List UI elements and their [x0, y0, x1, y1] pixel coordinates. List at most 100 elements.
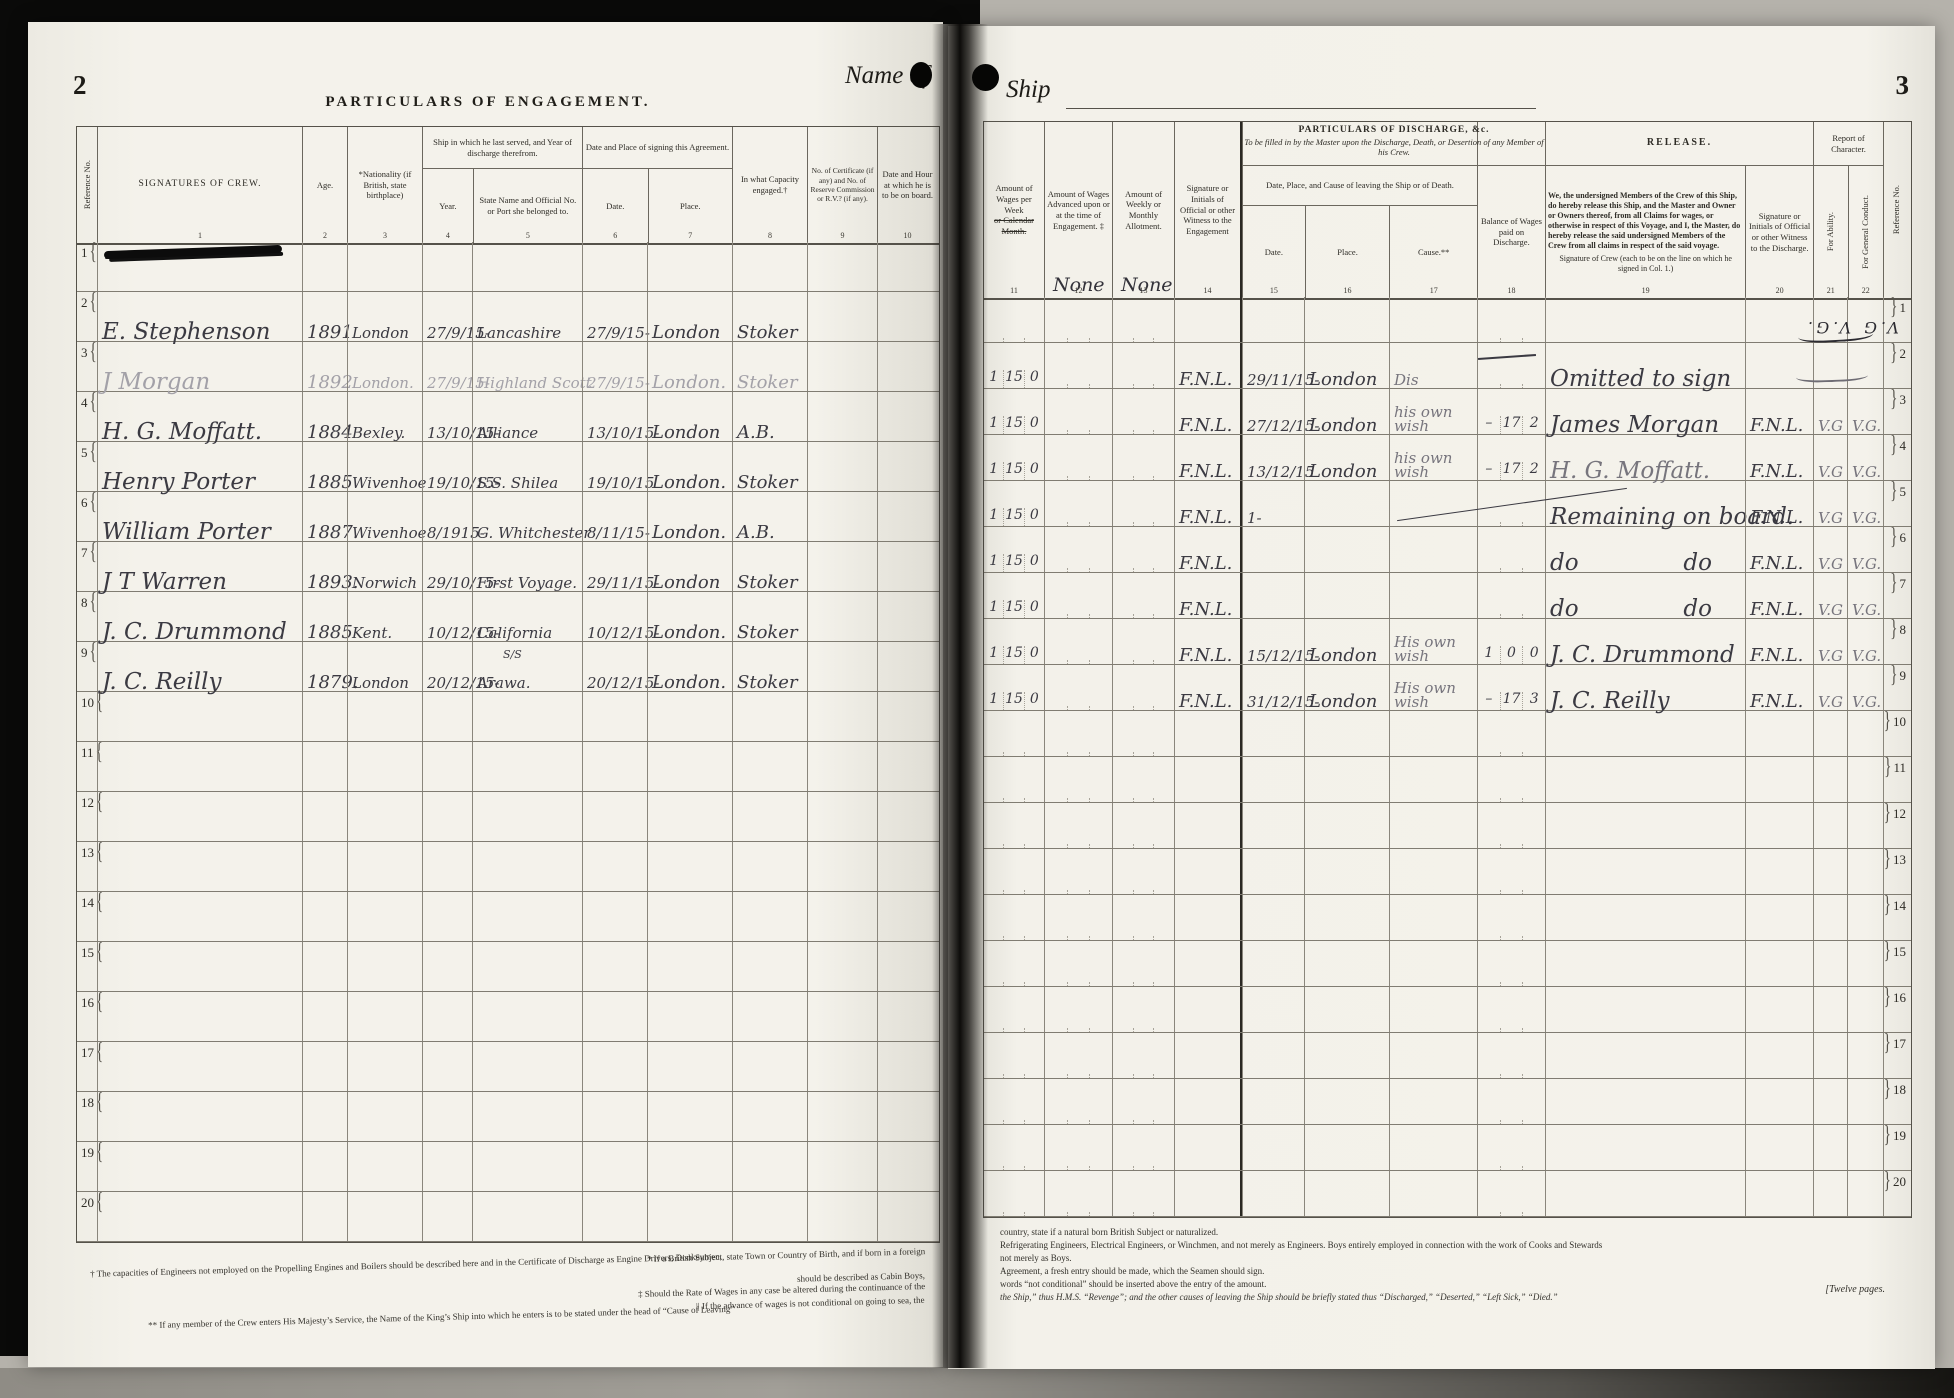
- cell-wages: [984, 803, 1044, 848]
- cell-certificate-no: [807, 692, 877, 741]
- cell-witness-discharge: [1745, 1171, 1813, 1216]
- cell-capacity: [732, 1192, 807, 1241]
- cell-wages: [984, 987, 1044, 1032]
- cell-date-hour-on-board: [877, 942, 937, 991]
- cell-certificate-no: [807, 992, 877, 1041]
- cell-balance: [1477, 297, 1545, 342]
- page-number-right: 3: [1895, 70, 1910, 100]
- table-row: 1{: [77, 240, 939, 292]
- cell-for-general-conduct: V.G.: [1847, 527, 1883, 573]
- cell-advance: [1044, 1171, 1112, 1216]
- cell-nationality: Kent.: [347, 592, 422, 642]
- table-row: } 12: [984, 801, 1911, 849]
- table-row: 13{: [77, 840, 939, 892]
- cell-nationality: [347, 1042, 422, 1091]
- cell-release-signature: [1545, 987, 1745, 1032]
- table-row: } 14: [984, 893, 1911, 941]
- cell-discharge-date: [1242, 1171, 1304, 1216]
- col-group-last-ship: Ship in which he last served, and Year o…: [422, 127, 582, 243]
- cell-age: [302, 742, 347, 791]
- cell-witness-engagement: [1174, 803, 1242, 848]
- cell-cause: [1389, 573, 1477, 618]
- cell-date-hour-on-board: [877, 492, 937, 541]
- cell-reference-no: 6{: [81, 489, 97, 516]
- table-row: 10{: [77, 689, 939, 742]
- cell-date-hour-on-board: [877, 592, 937, 641]
- engagement-table-rows: 1{ 2{ E. Stephenson 1891 London 27/9/15-…: [76, 240, 940, 1243]
- cell-capacity: [732, 742, 807, 791]
- cell-allotment: [1112, 757, 1174, 802]
- cell-last-ship: [472, 892, 582, 941]
- cell-cause: his own wish: [1389, 435, 1477, 480]
- cell-certificate-no: [807, 342, 877, 391]
- footnote-double-asterisk: ** If any member of the Crew enters His …: [147, 1303, 735, 1331]
- cell-age: 1893.: [302, 542, 359, 593]
- cell-last-ship: [472, 1042, 582, 1091]
- table-row: 14{: [77, 890, 939, 942]
- cell-release-signature: Remaining on board.: [1545, 481, 1794, 530]
- cell-signature: E. Stephenson: [97, 292, 302, 345]
- cell-allotment: [1112, 849, 1174, 894]
- cell-witness-discharge: [1745, 1033, 1813, 1078]
- cell-for-ability: V.G: [1813, 665, 1847, 711]
- col-header-for-general-conduct: For General Conduct. 22: [1847, 166, 1883, 298]
- cell-witness-discharge: F.N.L.: [1745, 481, 1813, 528]
- cell-reference-no: 19{: [81, 1139, 104, 1166]
- col-header-date: Date. 6: [606, 200, 625, 240]
- cell-allotment: [1112, 1125, 1174, 1170]
- cell-advance: [1044, 803, 1112, 848]
- binding-hole-right: [972, 64, 999, 91]
- cell-witness-discharge: [1745, 895, 1813, 940]
- cell-date-hour-on-board: [877, 292, 937, 341]
- cell-reference-no: } 20: [1883, 1169, 1909, 1216]
- cell-reference-no: 15{: [81, 939, 104, 966]
- cell-witness-discharge: [1745, 849, 1813, 894]
- col-group-signing-agreement: Date and Place of signing this Agreement…: [582, 127, 732, 243]
- cell-year: 10/12/15-: [422, 592, 499, 642]
- cell-certificate-no: [807, 642, 877, 691]
- cell-release-signature: J. C. Reilly: [1545, 665, 1745, 714]
- cell-cause: [1389, 481, 1477, 526]
- cell-for-general-conduct: V.G.: [1847, 389, 1883, 435]
- cell-witness-engagement: [1174, 941, 1242, 986]
- cell-for-ability: [1813, 757, 1847, 802]
- cell-cause: [1389, 1125, 1477, 1170]
- cell-wages: 1 15 0: [984, 573, 1044, 618]
- cell-certificate-no: [807, 292, 877, 341]
- cell-discharge-place: London: [1304, 665, 1389, 712]
- cell-signing-date: [582, 692, 647, 741]
- cell-balance: [1477, 481, 1545, 526]
- cell-last-ship: [472, 842, 582, 891]
- cell-capacity: [732, 842, 807, 891]
- cell-capacity: Stoker: [732, 642, 807, 693]
- cell-for-general-conduct: [1847, 1033, 1883, 1078]
- table-row: 17{: [77, 1040, 939, 1092]
- cell-signature: Henry Porter: [97, 442, 302, 495]
- cell-balance: [1477, 1079, 1545, 1124]
- table-row: 1 15 0 F.N.L. 27/12/15- London his own wis…: [984, 387, 1911, 438]
- cell-date-hour-on-board: [877, 392, 937, 441]
- cell-for-general-conduct: [1847, 297, 1883, 342]
- cell-last-ship: [472, 1092, 582, 1141]
- cell-allotment: [1112, 803, 1174, 848]
- cell-age: 1885: [302, 592, 353, 643]
- cell-advance: [1044, 481, 1112, 526]
- cell-discharge-date: [1242, 1033, 1304, 1078]
- cell-wages: 1 15 0: [984, 389, 1044, 434]
- cell-reference-no: 10{: [81, 689, 104, 716]
- cell-cause: His own wish: [1389, 619, 1477, 664]
- cell-signing-place: [647, 842, 732, 891]
- cell-balance: [1477, 757, 1545, 802]
- cell-certificate-no: [807, 1092, 877, 1141]
- cell-for-ability: [1813, 1079, 1847, 1124]
- photo-edge-bottom: [0, 1368, 1954, 1398]
- cell-witness-discharge: F.N.L.: [1745, 619, 1813, 666]
- col-header-wages-per-week: Amount of Wages per Week or Calendar Mon…: [994, 183, 1034, 295]
- cell-allotment: [1112, 1079, 1174, 1124]
- cell-date-hour-on-board: [877, 742, 937, 791]
- cell-witness-discharge: [1745, 1079, 1813, 1124]
- cell-discharge-place: [1304, 297, 1389, 342]
- cell-nationality: [347, 1092, 422, 1141]
- cell-release-signature: do do: [1545, 573, 1745, 622]
- col-header-reference-no-right: Reference No.: [1883, 122, 1909, 298]
